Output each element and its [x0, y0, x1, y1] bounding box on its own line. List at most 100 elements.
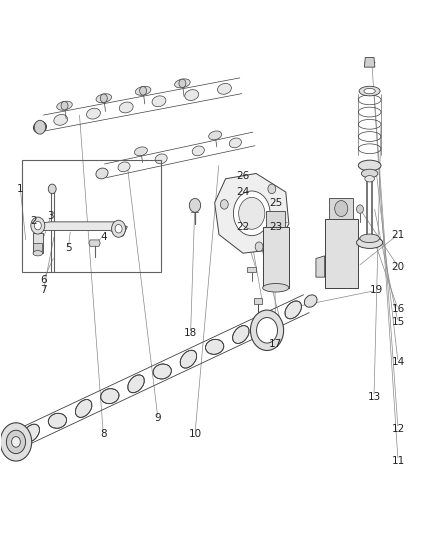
Bar [266, 211, 286, 227]
Text: 21: 21 [392, 230, 405, 240]
Circle shape [12, 437, 20, 447]
Text: 2: 2 [30, 216, 37, 227]
Bar [329, 198, 353, 219]
Text: 22: 22 [237, 222, 250, 232]
Ellipse shape [96, 94, 112, 103]
Ellipse shape [153, 364, 171, 379]
Ellipse shape [135, 86, 151, 95]
Ellipse shape [304, 295, 317, 307]
Text: 24: 24 [237, 187, 250, 197]
Circle shape [220, 200, 228, 209]
Circle shape [61, 101, 68, 110]
Ellipse shape [128, 375, 144, 393]
Polygon shape [247, 266, 256, 272]
Ellipse shape [358, 160, 381, 171]
Text: 23: 23 [269, 222, 283, 232]
Circle shape [31, 217, 45, 234]
Ellipse shape [205, 340, 224, 354]
Polygon shape [89, 240, 100, 246]
Circle shape [0, 423, 32, 461]
Ellipse shape [119, 102, 133, 113]
Circle shape [233, 191, 270, 236]
Polygon shape [316, 256, 325, 277]
Ellipse shape [33, 251, 42, 256]
Ellipse shape [48, 413, 67, 429]
Circle shape [34, 120, 46, 134]
Ellipse shape [192, 146, 204, 156]
Text: 16: 16 [392, 304, 405, 314]
Ellipse shape [175, 79, 190, 88]
Text: 17: 17 [269, 338, 283, 349]
Text: 8: 8 [100, 429, 106, 439]
Circle shape [112, 220, 126, 237]
Circle shape [257, 318, 278, 343]
Ellipse shape [57, 101, 72, 110]
Bar [21, 160, 161, 272]
Circle shape [48, 184, 56, 193]
Text: 14: 14 [392, 357, 405, 367]
Text: 25: 25 [269, 198, 283, 208]
Text: 15: 15 [392, 317, 405, 327]
Ellipse shape [360, 234, 379, 243]
Polygon shape [215, 173, 289, 253]
Ellipse shape [230, 138, 241, 148]
Ellipse shape [101, 389, 119, 403]
Ellipse shape [155, 154, 167, 164]
Ellipse shape [208, 131, 222, 140]
Text: 10: 10 [188, 429, 201, 439]
Text: 5: 5 [65, 243, 72, 253]
Ellipse shape [54, 115, 67, 125]
Text: 11: 11 [392, 456, 405, 465]
Ellipse shape [285, 301, 301, 319]
Ellipse shape [258, 314, 276, 330]
Circle shape [140, 86, 147, 95]
Ellipse shape [152, 96, 166, 107]
Ellipse shape [233, 326, 249, 343]
Circle shape [251, 310, 284, 351]
Ellipse shape [87, 108, 100, 119]
Ellipse shape [134, 147, 148, 156]
Bar [263, 227, 289, 288]
Circle shape [179, 79, 186, 87]
Circle shape [100, 94, 107, 102]
Circle shape [115, 224, 122, 233]
Circle shape [7, 430, 25, 454]
Text: 4: 4 [100, 232, 106, 243]
Ellipse shape [118, 162, 130, 172]
Ellipse shape [365, 175, 374, 182]
Text: 12: 12 [392, 424, 405, 434]
Ellipse shape [33, 122, 46, 133]
Text: 6: 6 [40, 275, 47, 285]
Ellipse shape [263, 284, 289, 292]
Circle shape [268, 184, 276, 193]
Circle shape [239, 197, 265, 229]
Text: 9: 9 [155, 413, 161, 423]
Bar [32, 233, 43, 253]
Circle shape [255, 242, 263, 252]
Polygon shape [33, 222, 127, 236]
Text: 20: 20 [392, 262, 405, 271]
Text: 19: 19 [370, 286, 383, 295]
Text: 18: 18 [184, 328, 197, 338]
Text: 3: 3 [48, 211, 54, 221]
Ellipse shape [96, 168, 108, 179]
Ellipse shape [23, 424, 39, 442]
Circle shape [357, 205, 364, 213]
Ellipse shape [357, 237, 383, 248]
Circle shape [34, 221, 41, 230]
Ellipse shape [364, 88, 375, 94]
Ellipse shape [359, 86, 380, 96]
Text: 7: 7 [40, 286, 47, 295]
Ellipse shape [75, 400, 92, 417]
Text: 1: 1 [17, 184, 24, 195]
Ellipse shape [361, 169, 378, 177]
Text: 26: 26 [237, 171, 250, 181]
Polygon shape [364, 58, 375, 67]
Bar [33, 243, 42, 251]
Text: 13: 13 [367, 392, 381, 402]
Circle shape [189, 198, 201, 212]
Bar [325, 219, 358, 288]
Circle shape [335, 200, 348, 216]
Ellipse shape [185, 90, 199, 100]
Polygon shape [254, 298, 262, 304]
